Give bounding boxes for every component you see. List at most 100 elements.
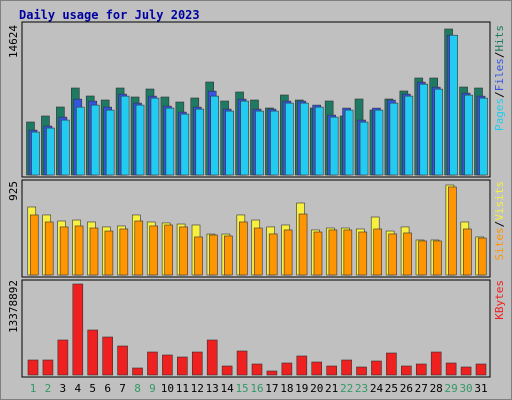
x-tick-label: 18	[280, 382, 293, 395]
bar	[298, 213, 308, 276]
bar	[253, 227, 263, 276]
bar	[89, 227, 99, 276]
x-tick-label: 15	[235, 382, 248, 395]
bar	[449, 34, 458, 176]
bar	[283, 229, 293, 276]
x-tick-label: 2	[45, 382, 52, 395]
legend-entry: Files	[493, 58, 506, 91]
bar	[296, 355, 308, 376]
bar	[90, 104, 100, 176]
bar	[119, 228, 129, 276]
bar	[42, 359, 54, 376]
bar	[419, 83, 429, 176]
bar	[358, 231, 368, 276]
bar	[415, 363, 427, 376]
bar	[210, 95, 219, 176]
bar	[445, 362, 457, 376]
x-tick-label: 11	[176, 382, 189, 395]
bar	[386, 352, 397, 376]
x-tick-label: 25	[385, 382, 398, 395]
y-tick-label: 14624	[7, 25, 20, 58]
y-tick-label: 13378892	[7, 280, 20, 333]
bar	[179, 226, 188, 276]
bar	[177, 356, 188, 376]
x-tick-label: 28	[430, 382, 443, 395]
x-tick-label: 16	[250, 382, 263, 395]
bar	[191, 351, 203, 376]
x-tick-label: 29	[445, 382, 458, 395]
bar	[225, 110, 234, 176]
bar	[206, 339, 218, 376]
x-tick-label: 12	[191, 382, 204, 395]
x-tick-label: 3	[60, 382, 67, 395]
bar	[251, 363, 263, 376]
x-tick-label: 31	[474, 382, 487, 395]
bar	[266, 370, 278, 376]
legend-entry: Visits	[493, 181, 506, 221]
bar	[147, 351, 158, 376]
bar	[164, 224, 173, 276]
x-tick-label: 19	[295, 382, 308, 395]
legend-entry: Pages	[493, 98, 506, 131]
bar	[46, 127, 55, 176]
bar	[343, 229, 353, 276]
bar	[236, 350, 248, 376]
panel-frame	[21, 179, 491, 278]
bar	[464, 94, 473, 176]
bar	[117, 345, 128, 376]
bar	[209, 234, 218, 276]
bar	[74, 225, 84, 276]
bar	[356, 366, 367, 376]
bar	[87, 329, 99, 376]
x-tick-label: 26	[400, 382, 413, 395]
x-tick-label: 1	[30, 382, 37, 395]
legend: KBytes	[493, 280, 506, 320]
x-tick-label: 20	[310, 382, 323, 395]
bar	[401, 365, 412, 376]
legend-entry: Sites	[493, 227, 506, 260]
bar	[135, 104, 145, 176]
legend-entry: KBytes	[493, 280, 506, 320]
x-tick-label: 21	[325, 382, 338, 395]
bar	[61, 119, 70, 176]
bar	[433, 240, 442, 276]
bar	[59, 226, 69, 276]
x-tick-label: 23	[355, 382, 368, 395]
x-tick-label: 10	[161, 382, 174, 395]
bar	[149, 225, 159, 276]
bar	[132, 367, 143, 376]
legend: Pages/Files/Hits	[493, 25, 506, 131]
legend: Sites/Visits	[493, 181, 506, 261]
bar	[102, 336, 113, 376]
x-tick-label: 30	[459, 382, 472, 395]
bar	[430, 351, 442, 376]
bar	[57, 339, 69, 376]
bar	[255, 110, 264, 176]
x-tick-label: 4	[74, 382, 81, 395]
x-tick-label: 9	[149, 382, 156, 395]
x-tick-label: 24	[370, 382, 384, 395]
bar	[371, 360, 382, 376]
bar	[31, 131, 40, 176]
bar	[270, 110, 279, 176]
bar	[76, 106, 85, 176]
bar	[165, 107, 175, 176]
bar	[311, 361, 323, 376]
x-tick-label: 14	[221, 382, 235, 395]
bar	[403, 232, 412, 276]
x-tick-label: 13	[206, 382, 219, 395]
x-tick-label: 8	[134, 382, 141, 395]
x-tick-label: 22	[340, 382, 353, 395]
y-tick-label: 925	[7, 181, 20, 201]
legend-entry: Hits	[493, 25, 506, 52]
bar	[359, 121, 369, 176]
bar	[313, 231, 323, 276]
legend-separator: /	[493, 221, 506, 228]
bar	[389, 102, 399, 176]
bar	[224, 235, 233, 276]
bar	[477, 237, 487, 276]
bar	[326, 365, 337, 376]
bar	[341, 359, 352, 376]
